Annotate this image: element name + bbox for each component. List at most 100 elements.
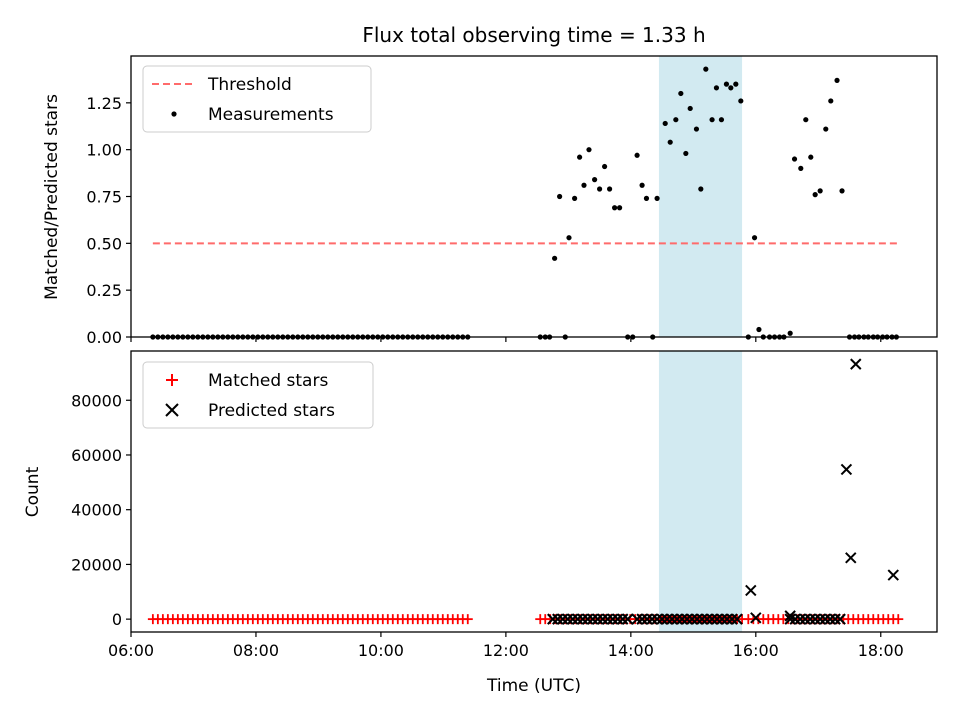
measurement-point bbox=[733, 81, 739, 87]
predicted-star-marker bbox=[711, 613, 723, 625]
predicted-star-marker bbox=[845, 552, 857, 564]
predicted-star-marker bbox=[799, 613, 811, 625]
matched-star-marker bbox=[893, 614, 904, 625]
measurement-point bbox=[823, 126, 829, 132]
predicted-star-marker bbox=[716, 613, 728, 625]
measurement-point bbox=[572, 195, 578, 201]
measurement-point bbox=[639, 182, 645, 188]
legend-bottom: Matched stars Predicted stars bbox=[142, 361, 374, 429]
measurement-point bbox=[698, 186, 704, 192]
observing-window-span bbox=[658, 351, 743, 632]
measurement-point bbox=[678, 90, 684, 97]
predicted-star-marker bbox=[789, 613, 801, 625]
observing-window-span bbox=[658, 56, 743, 337]
predicted-star-marker bbox=[829, 613, 841, 625]
predicted-star-marker bbox=[691, 613, 703, 625]
legend-measurements-swatch bbox=[171, 111, 177, 117]
measurement-point bbox=[709, 117, 715, 123]
measurement-point bbox=[828, 98, 834, 104]
measurements-panel: 0.00 0.25 0.50 0.75 1.00 1.25 Matched/Predict… bbox=[42, 55, 938, 347]
y-axis-label-ratio: Matched/Predicted stars bbox=[42, 94, 62, 300]
legend-threshold-label: Threshold bbox=[207, 75, 292, 95]
y-tick-label: 0 bbox=[112, 610, 122, 629]
measurement-point bbox=[612, 205, 618, 211]
y-axis-label-count: Count bbox=[23, 466, 43, 517]
y-tick-label: 1.00 bbox=[86, 141, 122, 160]
measurement-point bbox=[808, 154, 814, 160]
measurement-point bbox=[713, 85, 720, 91]
measurement-point bbox=[667, 139, 673, 145]
measurement-point bbox=[738, 98, 744, 104]
predicted-star-marker bbox=[696, 613, 708, 625]
measurement-point bbox=[703, 66, 709, 72]
measurement-point bbox=[693, 126, 700, 132]
legend-matched-label: Matched stars bbox=[208, 371, 328, 391]
predicted-star-marker bbox=[641, 613, 653, 625]
y-tick-label: 0.00 bbox=[86, 328, 122, 347]
predicted-star-marker bbox=[676, 613, 688, 625]
measurement-point bbox=[787, 330, 793, 336]
measurement-point bbox=[586, 147, 592, 153]
predicted-star-marker bbox=[750, 612, 762, 624]
measurement-point bbox=[616, 205, 623, 211]
predicted-star-marker bbox=[567, 613, 579, 625]
measurement-point bbox=[602, 163, 608, 170]
measurement-point bbox=[654, 195, 660, 201]
predicted-star-marker bbox=[607, 613, 619, 625]
predicted-star-marker bbox=[597, 613, 609, 625]
y-tick-label: 1.25 bbox=[86, 94, 122, 113]
predicted-star-marker bbox=[622, 613, 634, 625]
legend-measurements-label: Measurements bbox=[208, 105, 334, 125]
measurement-point bbox=[798, 165, 804, 171]
y-tick-label: 20000 bbox=[71, 555, 122, 574]
measurement-point bbox=[817, 188, 823, 194]
predicted-star-marker bbox=[617, 613, 629, 625]
predicted-star-marker bbox=[661, 613, 673, 625]
predicted-star-marker bbox=[631, 613, 643, 625]
measurement-point bbox=[662, 120, 668, 127]
predicted-star-marker bbox=[794, 613, 806, 625]
measurement-point bbox=[577, 154, 583, 160]
y-tick-label: 0.50 bbox=[86, 234, 122, 253]
measurement-point bbox=[634, 152, 640, 158]
x-tick-label: 18:00 bbox=[858, 641, 904, 660]
predicted-star-marker bbox=[784, 613, 796, 625]
measurement-point bbox=[728, 85, 734, 91]
predicted-star-marker bbox=[784, 610, 796, 622]
y-tick-label: 80000 bbox=[71, 391, 122, 410]
predicted-star-marker bbox=[602, 613, 614, 625]
measurement-point bbox=[607, 186, 613, 192]
measurement-point bbox=[723, 81, 730, 87]
predicted-star-marker bbox=[824, 613, 836, 625]
measurement-point bbox=[557, 193, 563, 200]
predicted-star-marker bbox=[666, 613, 678, 625]
predicted-star-marker bbox=[547, 613, 559, 625]
predicted-star-marker bbox=[809, 613, 821, 625]
predicted-star-marker bbox=[840, 463, 853, 476]
predicted-star-marker bbox=[577, 613, 589, 625]
predicted-star-marker bbox=[706, 613, 718, 625]
measurement-point bbox=[839, 188, 845, 194]
predicted-star-marker bbox=[646, 613, 658, 625]
predicted-star-marker bbox=[612, 613, 624, 625]
measurement-point bbox=[812, 192, 818, 198]
legend-predicted-swatch bbox=[165, 403, 179, 417]
predicted-star-marker bbox=[686, 613, 698, 625]
x-tick-label: 10:00 bbox=[358, 641, 404, 660]
x-tick-label: 12:00 bbox=[483, 641, 529, 660]
x-tick-label: 14:00 bbox=[608, 641, 654, 660]
legend-top: Threshold Measurements bbox=[142, 65, 372, 133]
predicted-star-marker bbox=[814, 613, 826, 625]
predicted-star-marker bbox=[671, 613, 683, 625]
y-tick-label: 40000 bbox=[71, 501, 122, 520]
predicted-star-marker bbox=[651, 613, 663, 625]
predicted-star-marker bbox=[850, 358, 862, 370]
predicted-star-marker bbox=[819, 613, 831, 625]
predicted-star-marker bbox=[731, 613, 743, 625]
predicted-star-marker bbox=[701, 613, 713, 625]
measurement-point bbox=[834, 77, 840, 83]
predicted-star-marker bbox=[804, 613, 816, 625]
x-tick-label: 06:00 bbox=[108, 641, 154, 660]
measurement-point bbox=[791, 156, 798, 162]
